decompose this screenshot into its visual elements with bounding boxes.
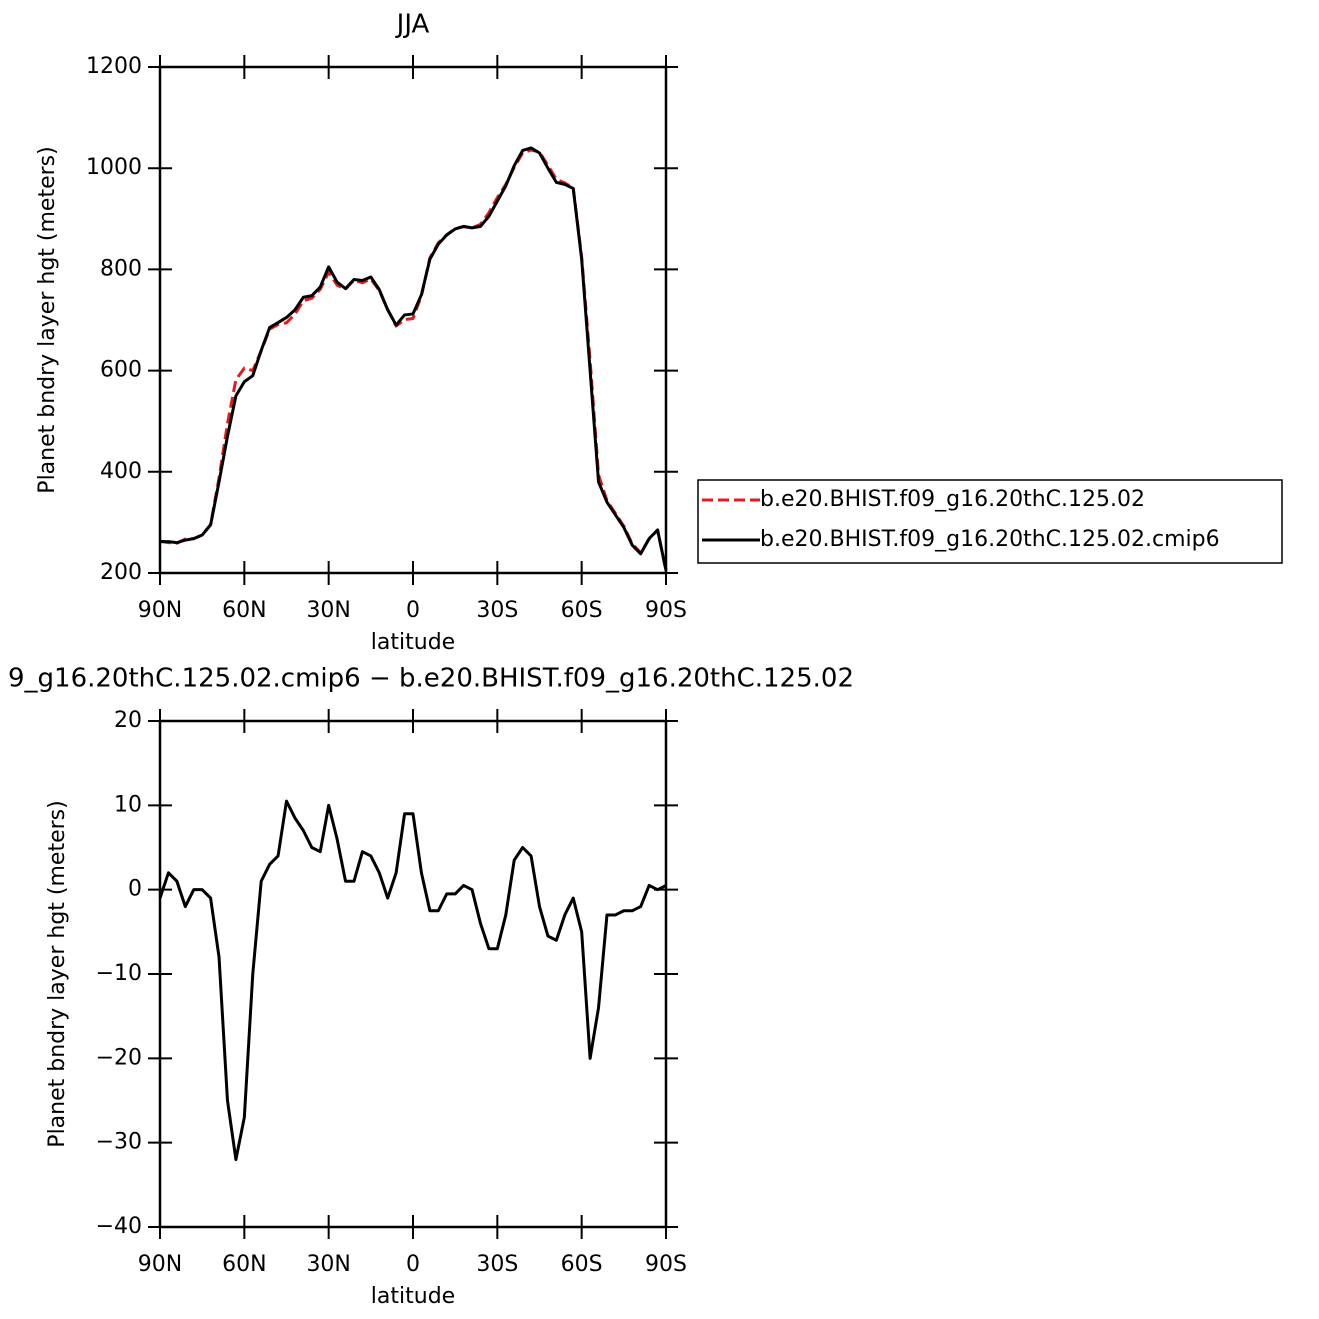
x-tick-label: 60N xyxy=(222,598,266,623)
legend-label: b.e20.BHIST.f09_g16.20thC.125.02 xyxy=(760,487,1145,512)
legend-label: b.e20.BHIST.f09_g16.20thC.125.02.cmip6 xyxy=(760,527,1220,552)
x-tick-label: 30S xyxy=(476,1252,518,1277)
x-tick-label: 90N xyxy=(138,1252,182,1277)
x-tick-label: 60S xyxy=(561,598,603,623)
y-tick-label: 400 xyxy=(100,459,142,484)
chart-title: 9_g16.20thC.125.02.cmip6 − b.e20.BHIST.f… xyxy=(8,664,854,694)
x-axis-label: latitude xyxy=(371,1284,455,1309)
y-tick-label: −10 xyxy=(96,961,142,986)
y-tick-label: −40 xyxy=(96,1214,142,1239)
x-tick-label: 30N xyxy=(306,598,350,623)
data-line xyxy=(160,146,668,571)
x-axis-label: latitude xyxy=(371,630,455,655)
y-tick-label: 1200 xyxy=(86,54,142,79)
x-tick-label: 30S xyxy=(476,598,518,623)
y-tick-label: 10 xyxy=(114,792,142,817)
plot-frame xyxy=(158,65,668,575)
x-tick-label: 90S xyxy=(645,1252,687,1277)
x-tick-label: 60S xyxy=(561,1252,603,1277)
x-tick-label: 0 xyxy=(406,598,420,623)
y-tick-label: 600 xyxy=(100,358,142,383)
x-tick-label: 90N xyxy=(138,598,182,623)
y-tick-label: 800 xyxy=(100,256,142,281)
y-tick-label: 1000 xyxy=(86,155,142,180)
legend-box xyxy=(697,479,1283,564)
y-axis-label: Planet bndry layer hgt (meters) xyxy=(45,800,70,1147)
y-tick-label: 200 xyxy=(100,560,142,585)
x-tick-label: 90S xyxy=(645,598,687,623)
y-axis-label: Planet bndry layer hgt (meters) xyxy=(35,146,60,493)
x-tick-label: 60N xyxy=(222,1252,266,1277)
data-line xyxy=(158,799,667,1162)
y-tick-label: 20 xyxy=(114,708,142,733)
x-tick-label: 30N xyxy=(306,1252,350,1277)
chart-title: JJA xyxy=(395,10,430,40)
y-tick-label: −30 xyxy=(96,1130,142,1155)
plot-frame xyxy=(158,719,668,1229)
x-tick-label: 0 xyxy=(406,1252,420,1277)
y-tick-label: −20 xyxy=(96,1045,142,1070)
y-tick-label: 0 xyxy=(128,877,142,902)
